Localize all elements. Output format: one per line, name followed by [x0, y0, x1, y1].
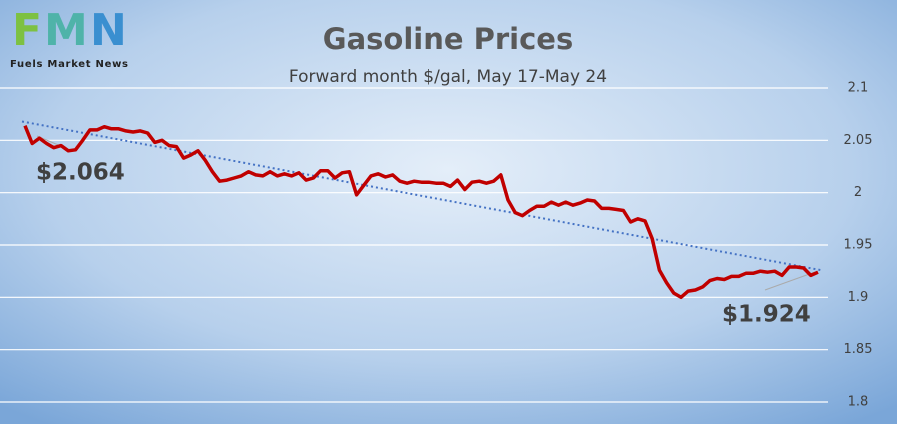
- y-tick-label: 1.8: [848, 395, 869, 410]
- chart-title: Gasoline Prices: [323, 22, 573, 56]
- y-tick-label: 2.1: [848, 81, 869, 96]
- y-tick-label: 1.9: [848, 290, 869, 305]
- chart-subtitle: Forward month $/gal, May 17-May 24: [289, 67, 607, 87]
- leader-line: [764, 271, 816, 291]
- logo-letter: M: [44, 5, 88, 56]
- logo-letter: F: [12, 5, 42, 56]
- logo-caption: Fuels Market News: [10, 59, 128, 70]
- data-line: [23, 124, 819, 300]
- y-tick-label: 1.95: [844, 238, 873, 253]
- y-tick-label: 1.85: [844, 342, 873, 357]
- grid: [0, 87, 828, 403]
- y-tick-label: 2: [854, 185, 862, 200]
- annotation: $1.924: [722, 302, 811, 328]
- y-tick-label: 2.05: [844, 133, 873, 148]
- logo: F M N Fuels Market News: [10, 5, 128, 70]
- logo-letter: N: [90, 5, 127, 56]
- annotation: $2.064: [36, 160, 125, 186]
- trend-line: [21, 120, 822, 272]
